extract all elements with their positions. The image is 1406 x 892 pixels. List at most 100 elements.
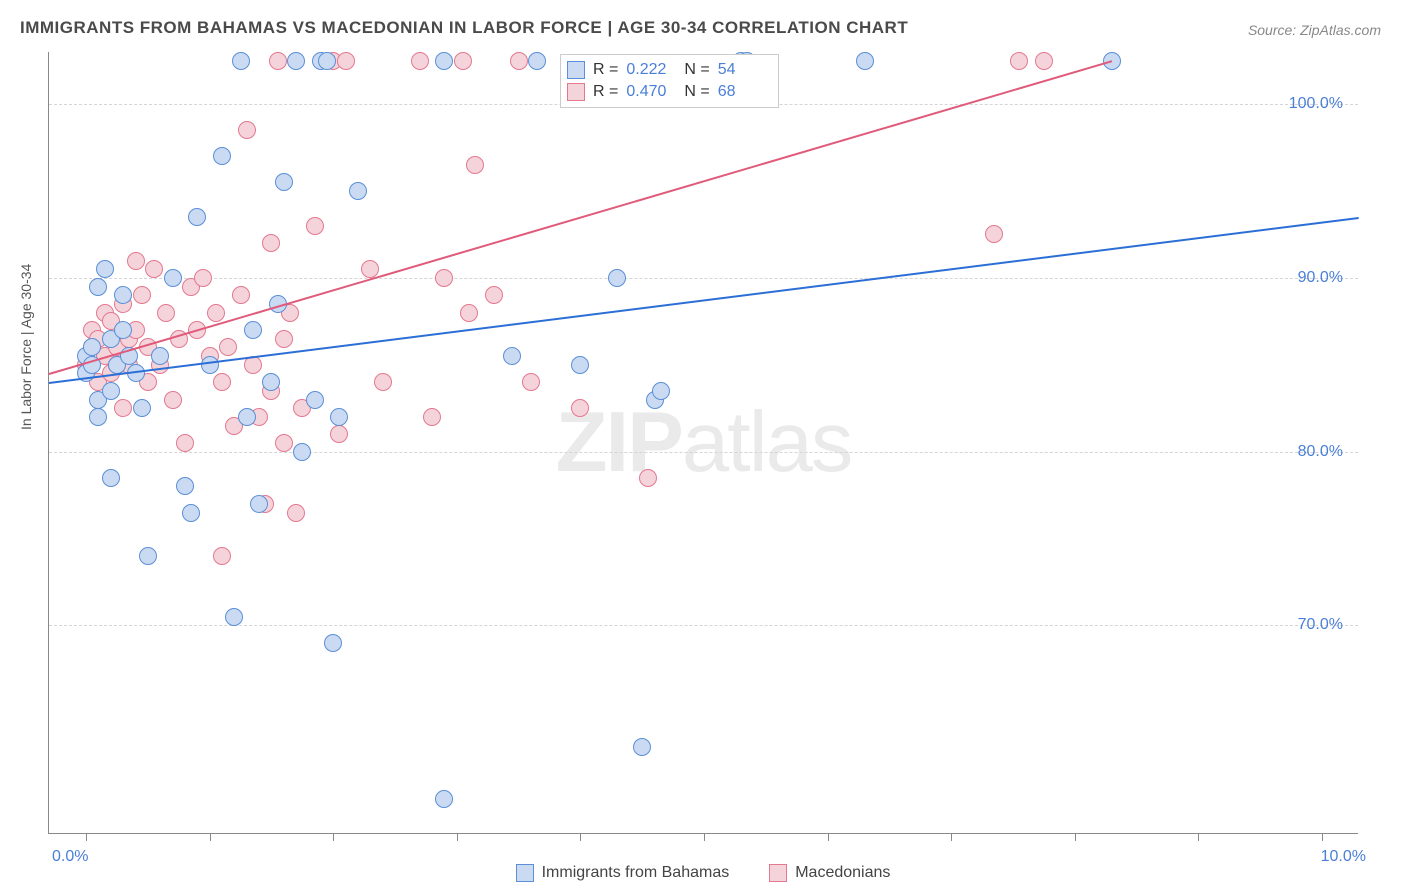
scatter-point bbox=[225, 608, 243, 626]
scatter-point bbox=[114, 286, 132, 304]
x-tick bbox=[828, 833, 829, 841]
scatter-point bbox=[485, 286, 503, 304]
scatter-point bbox=[856, 52, 874, 70]
gridline bbox=[49, 452, 1358, 453]
scatter-point bbox=[213, 147, 231, 165]
scatter-point bbox=[608, 269, 626, 287]
y-tick-label: 70.0% bbox=[1298, 616, 1343, 634]
legend-r-label-1: R = bbox=[593, 59, 618, 81]
gridline bbox=[49, 625, 1358, 626]
scatter-point bbox=[164, 391, 182, 409]
scatter-point bbox=[287, 504, 305, 522]
legend-r-label-2: R = bbox=[593, 81, 618, 103]
scatter-point bbox=[201, 356, 219, 374]
scatter-point bbox=[145, 260, 163, 278]
scatter-point bbox=[528, 52, 546, 70]
scatter-point bbox=[238, 121, 256, 139]
series-legend: Immigrants from Bahamas Macedonians bbox=[0, 864, 1406, 882]
scatter-point bbox=[1010, 52, 1028, 70]
scatter-point bbox=[275, 434, 293, 452]
scatter-point bbox=[374, 373, 392, 391]
scatter-point bbox=[262, 373, 280, 391]
scatter-point bbox=[349, 182, 367, 200]
scatter-point bbox=[182, 504, 200, 522]
legend-n-value-2: 68 bbox=[718, 81, 768, 103]
scatter-point bbox=[133, 286, 151, 304]
scatter-point bbox=[435, 269, 453, 287]
x-tick bbox=[1322, 833, 1323, 841]
source-name: ZipAtlas.com bbox=[1300, 22, 1381, 38]
y-tick-label: 80.0% bbox=[1298, 443, 1343, 461]
source-prefix: Source: bbox=[1248, 22, 1300, 38]
scatter-point bbox=[652, 382, 670, 400]
scatter-point bbox=[287, 52, 305, 70]
scatter-point bbox=[250, 495, 268, 513]
scatter-point bbox=[466, 156, 484, 174]
scatter-point bbox=[411, 52, 429, 70]
scatter-point bbox=[89, 278, 107, 296]
scatter-point bbox=[639, 469, 657, 487]
x-tick bbox=[1198, 833, 1199, 841]
scatter-point bbox=[435, 790, 453, 808]
scatter-plot-area: ZIPatlas 70.0%80.0%90.0%100.0% bbox=[48, 52, 1358, 834]
x-tick bbox=[580, 833, 581, 841]
gridline bbox=[49, 278, 1358, 279]
scatter-point bbox=[176, 434, 194, 452]
scatter-point bbox=[232, 52, 250, 70]
scatter-point bbox=[238, 408, 256, 426]
legend-swatch-2 bbox=[567, 83, 585, 101]
scatter-point bbox=[213, 547, 231, 565]
scatter-point bbox=[1035, 52, 1053, 70]
scatter-point bbox=[275, 173, 293, 191]
scatter-point bbox=[522, 373, 540, 391]
scatter-point bbox=[293, 443, 311, 461]
legend-n-value-1: 54 bbox=[718, 59, 768, 81]
scatter-point bbox=[503, 347, 521, 365]
scatter-point bbox=[83, 338, 101, 356]
scatter-point bbox=[96, 260, 114, 278]
scatter-point bbox=[232, 286, 250, 304]
scatter-point bbox=[262, 234, 280, 252]
scatter-point bbox=[510, 52, 528, 70]
scatter-point bbox=[127, 252, 145, 270]
scatter-point bbox=[435, 52, 453, 70]
legend-n-label-1: N = bbox=[684, 59, 709, 81]
scatter-point bbox=[102, 382, 120, 400]
scatter-point bbox=[102, 469, 120, 487]
x-tick bbox=[951, 833, 952, 841]
scatter-point bbox=[207, 304, 225, 322]
scatter-point bbox=[157, 304, 175, 322]
scatter-point bbox=[633, 738, 651, 756]
legend-label-1: Immigrants from Bahamas bbox=[542, 864, 730, 882]
legend-r-value-1: 0.222 bbox=[626, 59, 676, 81]
scatter-point bbox=[114, 399, 132, 417]
x-tick bbox=[210, 833, 211, 841]
scatter-point bbox=[244, 321, 262, 339]
scatter-point bbox=[571, 356, 589, 374]
legend-swatch-1 bbox=[567, 61, 585, 79]
scatter-point bbox=[306, 217, 324, 235]
correlation-legend: R = 0.222 N = 54 R = 0.470 N = 68 bbox=[560, 54, 779, 108]
scatter-point bbox=[460, 304, 478, 322]
scatter-point bbox=[151, 347, 169, 365]
scatter-point bbox=[454, 52, 472, 70]
scatter-point bbox=[571, 399, 589, 417]
scatter-point bbox=[89, 408, 107, 426]
scatter-point bbox=[337, 52, 355, 70]
scatter-point bbox=[423, 408, 441, 426]
y-axis-label: In Labor Force | Age 30-34 bbox=[18, 264, 34, 430]
scatter-point bbox=[275, 330, 293, 348]
x-tick bbox=[1075, 833, 1076, 841]
scatter-point bbox=[330, 425, 348, 443]
watermark-light: atlas bbox=[682, 395, 852, 490]
scatter-point bbox=[176, 477, 194, 495]
y-tick-label: 100.0% bbox=[1289, 95, 1343, 113]
scatter-point bbox=[213, 373, 231, 391]
scatter-point bbox=[306, 391, 324, 409]
y-tick-label: 90.0% bbox=[1298, 269, 1343, 287]
source-attribution: Source: ZipAtlas.com bbox=[1248, 22, 1381, 38]
scatter-point bbox=[139, 547, 157, 565]
legend-row-series-2: R = 0.470 N = 68 bbox=[567, 81, 768, 103]
x-tick bbox=[457, 833, 458, 841]
legend-r-value-2: 0.470 bbox=[626, 81, 676, 103]
